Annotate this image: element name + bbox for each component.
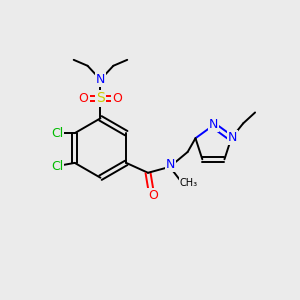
Text: O: O xyxy=(148,189,158,202)
Text: N: N xyxy=(166,158,176,171)
Text: O: O xyxy=(79,92,88,105)
Text: N: N xyxy=(228,131,237,144)
Text: CH₃: CH₃ xyxy=(180,178,198,188)
Text: Cl: Cl xyxy=(51,127,63,140)
Text: S: S xyxy=(96,92,105,106)
Text: O: O xyxy=(112,92,122,105)
Text: N: N xyxy=(209,118,218,131)
Text: N: N xyxy=(96,73,105,86)
Text: Cl: Cl xyxy=(51,160,63,173)
